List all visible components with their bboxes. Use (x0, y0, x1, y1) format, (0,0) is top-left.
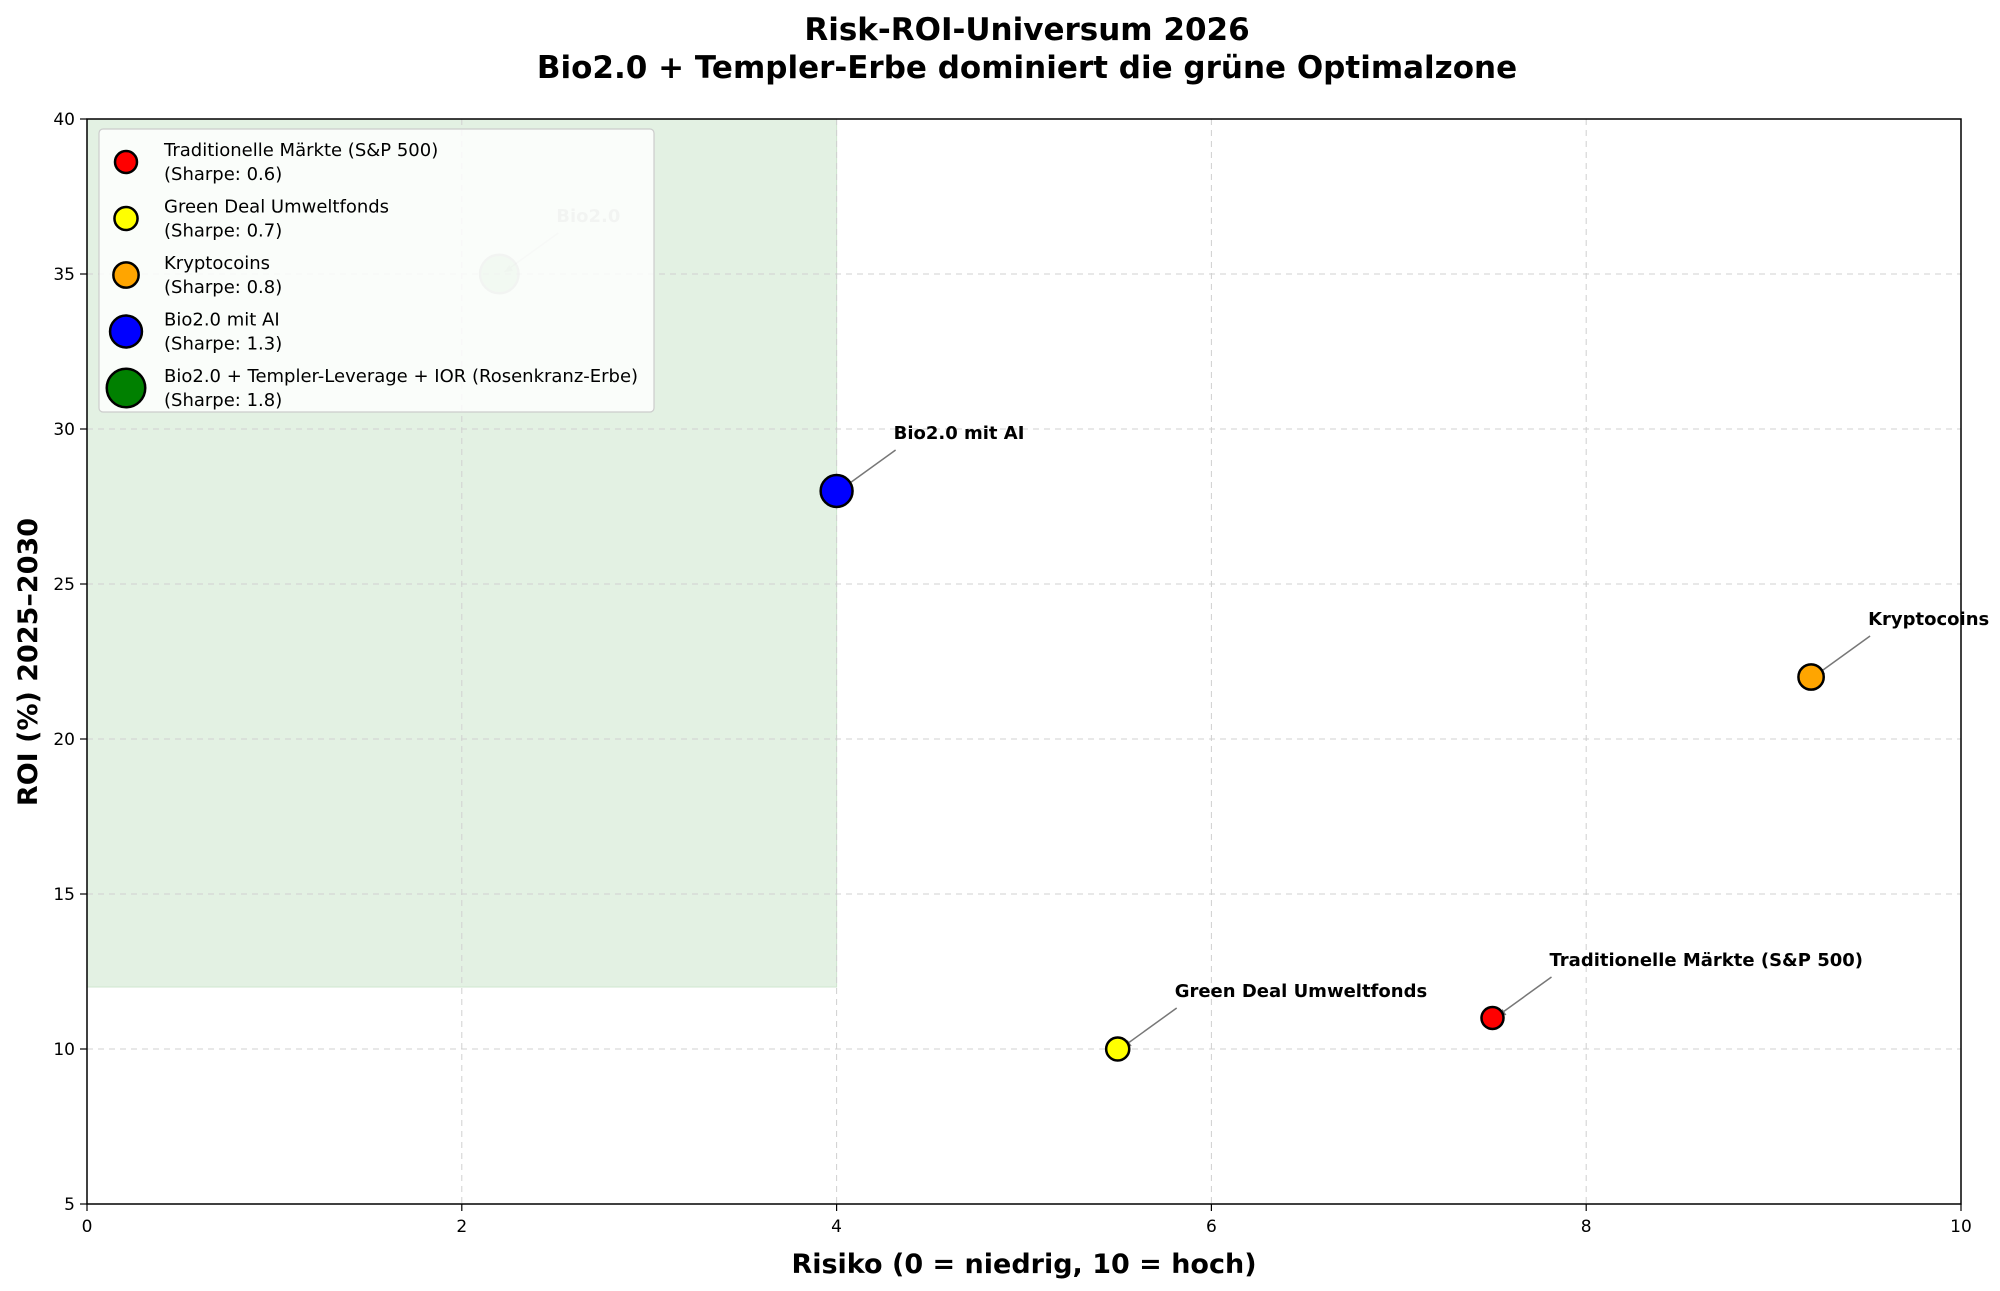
point-marker (819, 473, 854, 509)
annotation-label: Bio2.0 mit AI (894, 423, 1025, 444)
x-tick-label: 4 (831, 1217, 842, 1237)
legend-marker (113, 149, 139, 175)
data-point-3 (1797, 663, 1825, 691)
y-tick-label: 20 (53, 730, 75, 750)
legend-entry: Kryptocoins (Sharpe: 0.8) (112, 253, 282, 298)
legend-sharpe: (Sharpe: 0.7) (164, 221, 282, 242)
point-marker (1480, 1005, 1505, 1031)
data-point-2 (1104, 1036, 1131, 1062)
legend-entry: Bio2.0 + Templer-Leverage + IOR (Rosenkr… (105, 366, 638, 411)
y-tick-label: 35 (53, 265, 75, 285)
x-tick-label: 6 (1206, 1217, 1217, 1237)
point-marker (1797, 663, 1825, 691)
point-annotation: Traditionelle Märkte (S&P 500) (1497, 950, 1864, 1017)
x-tick-label: 0 (82, 1217, 93, 1237)
annotation-arrow (1497, 976, 1552, 1017)
y-tick-label: 40 (53, 110, 75, 130)
legend-marker (105, 367, 147, 409)
legend-label: Traditionelle Märkte (S&P 500) (163, 140, 438, 161)
point-annotation: Bio2.0 mit AI (841, 423, 1025, 490)
y-axis-label: ROI (%) 2025–2030 (13, 518, 44, 806)
y-tick-label: 10 (53, 1040, 75, 1060)
y-tick-label: 30 (53, 420, 75, 440)
y-tick-label: 5 (64, 1195, 75, 1215)
annotation-arrow (1815, 635, 1871, 676)
annotation-label: Green Deal Umweltfonds (1175, 981, 1427, 1002)
data-point-1 (1480, 1005, 1505, 1031)
x-tick-label: 2 (456, 1217, 467, 1237)
y-tick-label: 15 (53, 885, 75, 905)
legend-marker (112, 261, 140, 289)
legend-sharpe: (Sharpe: 0.8) (164, 277, 282, 298)
y-tick-label: 25 (53, 575, 75, 595)
point-marker (1104, 1036, 1131, 1062)
chart-title: Risk-ROI-Universum 2026 (804, 12, 1249, 48)
legend-marker (108, 314, 144, 349)
x-tick-label: 10 (1950, 1217, 1972, 1237)
legend-label: Kryptocoins (164, 253, 270, 274)
legend-box (98, 128, 655, 413)
legend-sharpe: (Sharpe: 1.8) (164, 390, 282, 411)
legend-marker (113, 205, 139, 232)
legend-sharpe: (Sharpe: 1.3) (164, 334, 282, 355)
legend-entry: Bio2.0 mit AI (Sharpe: 1.3) (108, 310, 282, 355)
x-tick-label: 8 (1581, 1217, 1592, 1237)
legend-label: Green Deal Umweltfonds (164, 197, 389, 218)
chart-subtitle: Bio2.0 + Templer-Erbe dominiert die grün… (537, 50, 1517, 86)
annotation-label: Kryptocoins (1868, 609, 1989, 630)
point-annotation: Green Deal Umweltfonds (1122, 981, 1427, 1048)
legend-entry: Green Deal Umweltfonds (Sharpe: 0.7) (113, 197, 389, 242)
annotation-arrow (1122, 1007, 1178, 1048)
data-point-4 (819, 473, 854, 509)
legend-label: Bio2.0 + Templer-Leverage + IOR (Rosenkr… (164, 366, 638, 387)
legend-entry: Traditionelle Märkte (S&P 500) (Sharpe: 0… (113, 140, 438, 185)
legend-sharpe: (Sharpe: 0.6) (164, 164, 282, 185)
plot-frame (86, 118, 1962, 1205)
point-annotation: Kryptocoins (1815, 609, 1989, 676)
x-axis-label: Risiko (0 = niedrig, 10 = hoch) (791, 1249, 1256, 1280)
legend-label: Bio2.0 mit AI (164, 310, 280, 331)
annotation-label: Traditionelle Märkte (S&P 500) (1550, 950, 1864, 971)
